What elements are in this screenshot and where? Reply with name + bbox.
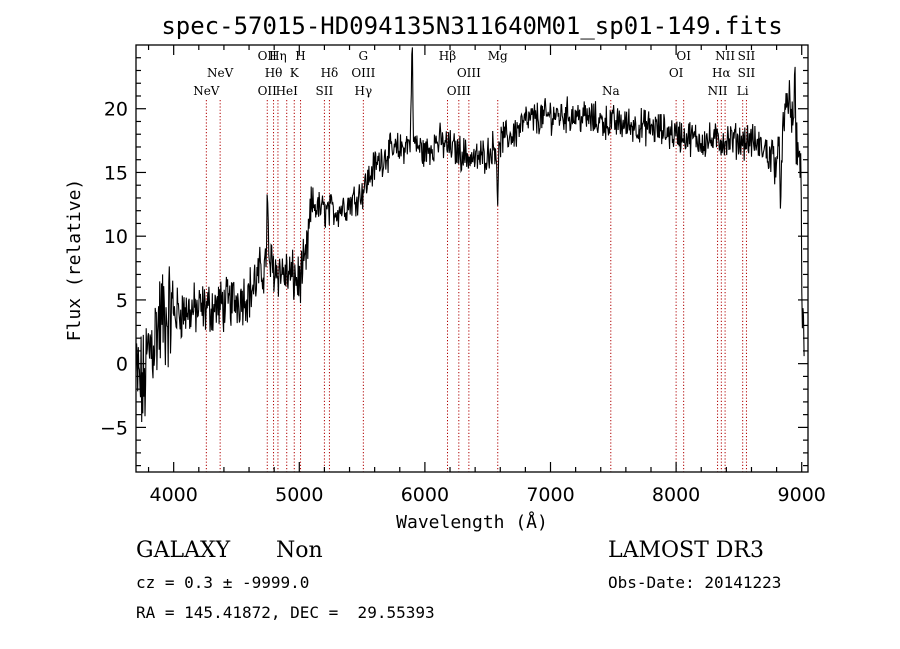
coordinates: RA = 145.41872, DEC = 29.55393 — [136, 603, 435, 622]
line-marker-label: OIII — [457, 66, 481, 80]
line-marker-label: OI — [669, 66, 684, 80]
line-marker-label: OII — [258, 84, 278, 98]
x-tick-label: 8000 — [652, 484, 700, 506]
x-tick-label: 7000 — [526, 484, 574, 506]
line-marker-label: OII — [258, 49, 278, 63]
line-marker-label: NII — [715, 49, 735, 63]
axes: 4000 5000 6000 7000 8000 9000 −5 0 5 10 15 20 — [100, 44, 826, 506]
y-tick-label: −5 — [100, 417, 128, 439]
plot-frame — [135, 44, 809, 473]
y-tick-label: 5 — [116, 290, 128, 312]
object-subclass: Non — [276, 538, 323, 563]
line-marker-label: Hθ — [265, 66, 283, 80]
line-marker-label: OIII — [351, 66, 375, 80]
line-marker-label: K — [290, 66, 300, 80]
line-marker-label: Hβ — [439, 49, 456, 63]
line-marker-label: G — [359, 49, 369, 63]
line-marker-label: SII — [316, 84, 334, 98]
line-marker-label: OI — [676, 49, 691, 63]
line-marker-label: OIII — [447, 84, 471, 98]
line-marker-label: Li — [737, 84, 749, 98]
line-marker-label: NeV — [193, 84, 220, 98]
line-marker-label: SII — [738, 66, 756, 80]
x-tick-label: 4000 — [150, 484, 198, 506]
line-marker-label: Hη — [269, 49, 287, 63]
line-markers: NeVNeVOIIOIIHθHηHeIKHSIIHδGOIIIHγHβOIIIO… — [193, 49, 756, 472]
line-marker-label: Hα — [712, 66, 731, 80]
x-tick-label: 6000 — [401, 484, 449, 506]
x-tick-label: 5000 — [275, 484, 323, 506]
line-marker-label: SII — [738, 49, 756, 63]
x-axis-label: Wavelength (Å) — [396, 511, 548, 533]
object-class: GALAXY — [136, 538, 231, 563]
y-tick-label: 10 — [104, 226, 128, 248]
y-tick-label: 20 — [104, 99, 128, 121]
line-marker-label: Na — [602, 84, 620, 98]
observation-date: Obs-Date: 20141223 — [608, 573, 782, 592]
line-marker-label: HeI — [276, 84, 299, 98]
y-tick-label: 15 — [104, 162, 128, 184]
chart-title: spec-57015-HD094135N311640M01_sp01-149.f… — [161, 12, 782, 40]
spectrum-line — [136, 47, 805, 423]
y-tick-label: 0 — [116, 354, 128, 376]
line-marker-label: NII — [708, 84, 728, 98]
y-axis-label: Flux (relative) — [64, 179, 85, 342]
line-marker-label: Hδ — [321, 66, 339, 80]
line-marker-label: Hγ — [355, 84, 373, 98]
line-marker-label: NeV — [207, 66, 234, 80]
line-marker-label: H — [295, 49, 305, 63]
redshift-cz: cz = 0.3 ± -9999.0 — [136, 573, 310, 592]
x-tick-label: 9000 — [778, 484, 826, 506]
line-marker-label: Mg — [488, 49, 508, 63]
spectrum-layer — [136, 47, 805, 423]
survey-name: LAMOST DR3 — [608, 538, 764, 563]
